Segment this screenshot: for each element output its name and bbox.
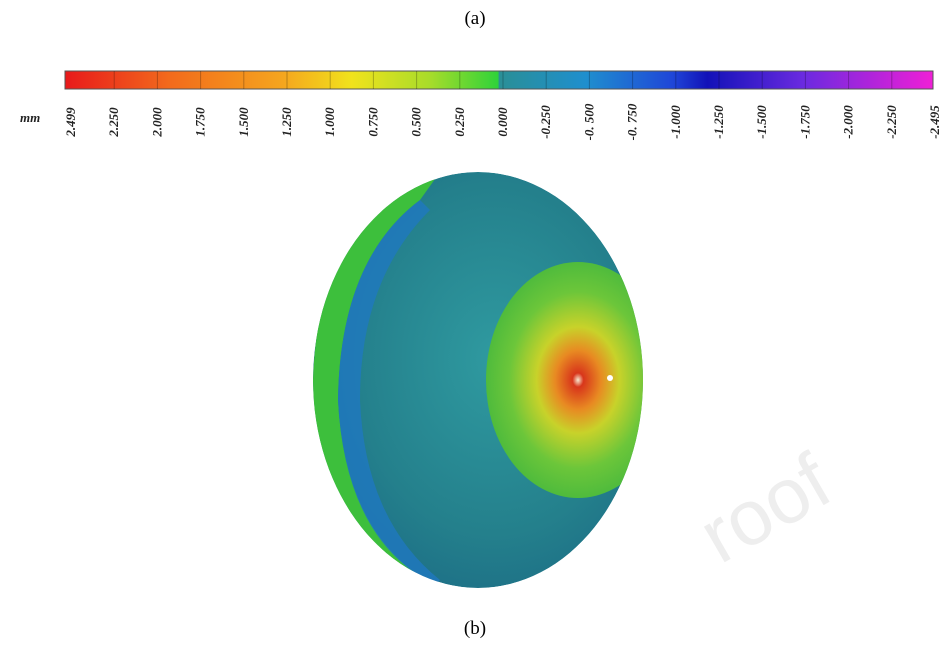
tick-label: -2.495 [927,105,942,139]
tick-label: -1.750 [797,105,812,139]
tick-label: 1.750 [193,107,208,137]
tick-labels: 2.499 2.250 2.000 1.750 1.500 1.250 1.000 0.750… [63,103,942,140]
tick-label: 1.000 [322,107,337,137]
tick-label: 0.500 [409,107,424,137]
watermark: roof [685,436,846,580]
figure: (a) mm 2.499 2.250 2.000 1.750 1.500 1.250 1.0… [0,0,951,646]
tick-label: -1.000 [668,105,683,139]
tick-label: 1.250 [279,107,294,137]
tick-label: 1.500 [236,107,251,137]
deviation-map [313,172,670,590]
tick-label: 2.250 [106,107,121,138]
caption: (b) [464,618,486,639]
caption: (a) [464,8,485,29]
page: (a) mm 2.499 2.250 2.000 1.750 1.500 1.250 1.0… [0,0,951,646]
tick-label: -0. 500 [581,103,596,140]
tick-label: 2.499 [63,107,78,138]
tick-label: 0.000 [495,107,510,137]
tick-label: -0. 750 [625,103,640,140]
tick-label: 0.250 [452,107,467,137]
tick-label: -1.500 [754,105,769,139]
color-bar [65,71,933,89]
tick-label: -1.250 [711,105,726,139]
tick-label: -0.250 [538,105,553,139]
tick-label: -2.250 [884,105,899,139]
tick-label: 0.750 [365,107,380,137]
tick-label: -2.000 [841,105,856,139]
tick-label: 2.000 [149,107,164,138]
unit-label: mm [20,110,40,125]
